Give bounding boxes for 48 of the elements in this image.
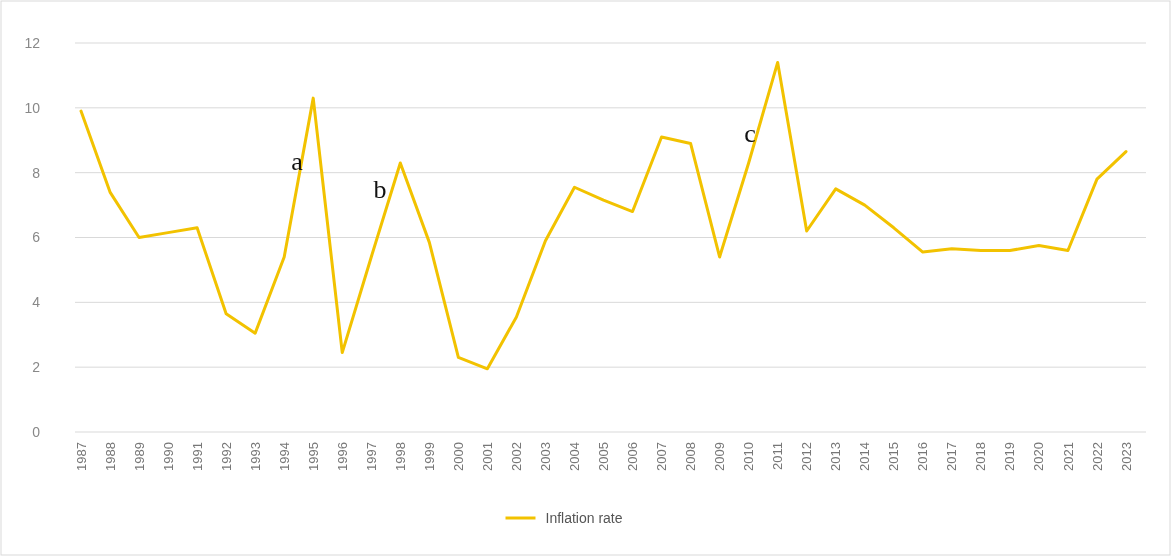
x-tick-label: 2000 xyxy=(450,442,466,471)
line-series xyxy=(79,60,1128,371)
x-tick-label: 2009 xyxy=(712,442,728,471)
x-tick-label: 2001 xyxy=(479,442,495,471)
x-tick-label: 2013 xyxy=(828,442,844,471)
x-tick-label: 2018 xyxy=(973,442,989,471)
x-tick-label: 2010 xyxy=(741,442,757,471)
x-tick-label: 2007 xyxy=(654,442,670,471)
x-tick-label: 1998 xyxy=(392,442,408,471)
x-tick-label: 1996 xyxy=(334,442,350,471)
y-tick-label: 10 xyxy=(24,99,41,116)
x-tick-label: 2012 xyxy=(799,442,815,471)
x-tick-label: 2004 xyxy=(567,442,583,471)
x-tick-label: 1991 xyxy=(189,442,205,471)
x-tick-label: 1989 xyxy=(131,442,147,471)
x-tick-label: 1999 xyxy=(421,442,437,471)
annotation: b xyxy=(373,175,387,204)
annotation: c xyxy=(744,119,756,148)
y-tick-label: 6 xyxy=(32,229,41,246)
y-tick-label: 0 xyxy=(32,423,41,440)
x-tick-label: 1987 xyxy=(73,442,89,471)
x-tick-label: 1995 xyxy=(305,442,321,471)
x-tick-label: 1988 xyxy=(102,442,118,471)
x-tick-label: 2005 xyxy=(596,442,612,471)
y-tick-label: 8 xyxy=(32,164,41,181)
x-tick-label: 2020 xyxy=(1031,442,1047,471)
x-tick-label: 2006 xyxy=(625,442,641,471)
x-tick-label: 2002 xyxy=(508,442,524,471)
y-tick-label: 4 xyxy=(32,294,41,311)
x-tick-label: 2014 xyxy=(857,442,873,471)
y-tick-label: 12 xyxy=(24,34,41,51)
x-tick-label: 2011 xyxy=(770,442,786,470)
x-tick-label: 2008 xyxy=(683,442,699,471)
x-tick-label: 2015 xyxy=(886,442,902,471)
legend-label: Inflation rate xyxy=(545,509,623,526)
x-tick-label: 2022 xyxy=(1089,442,1105,471)
x-tick-label: 2023 xyxy=(1118,442,1134,471)
x-tick-label: 2016 xyxy=(915,442,931,471)
x-tick-label: 2003 xyxy=(537,442,553,471)
x-tick-label: 2017 xyxy=(944,442,960,471)
x-tick-label: 1992 xyxy=(218,442,234,471)
x-tick-label: 1993 xyxy=(247,442,263,471)
x-tick-label: 1990 xyxy=(160,442,176,471)
y-tick-label: 2 xyxy=(32,359,41,376)
x-tick-label: 2021 xyxy=(1060,442,1076,471)
x-tick-label: 2019 xyxy=(1002,442,1018,471)
x-tick-label: 1994 xyxy=(276,442,292,471)
x-tick-label: 1997 xyxy=(363,442,379,471)
